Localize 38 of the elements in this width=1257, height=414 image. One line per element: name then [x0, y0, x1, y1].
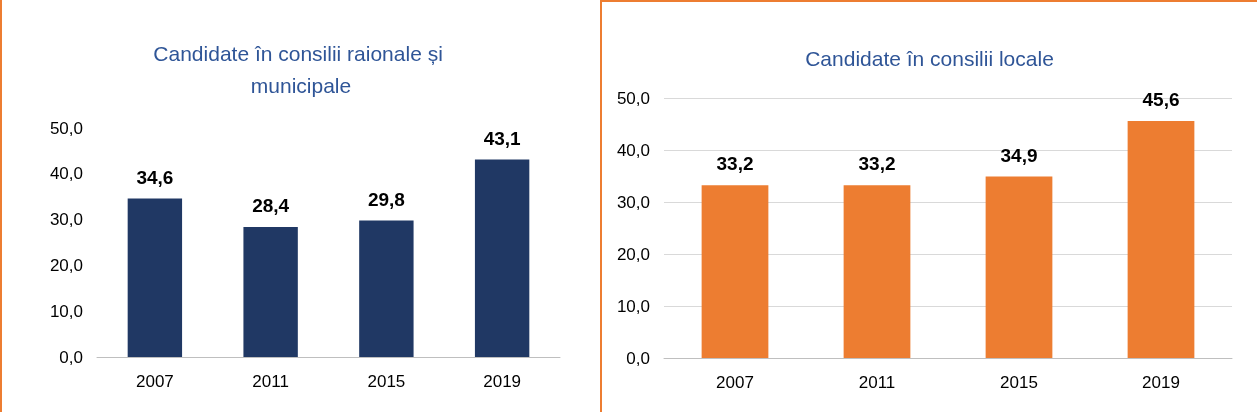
y-tick-label: 0,0 [59, 347, 83, 367]
y-tick-label: 50,0 [616, 88, 650, 108]
chart-title: Candidate în consilii locale [805, 46, 1054, 70]
data-label: 33,2 [858, 153, 896, 175]
chart-title: Candidate în consilii raionale și municipale [153, 41, 449, 97]
y-tick-label: 10,0 [49, 301, 83, 321]
y-tick-label: 0,0 [626, 348, 650, 368]
data-label: 43,1 [483, 127, 522, 149]
bar [701, 185, 769, 358]
bar [985, 176, 1053, 358]
data-label: 34,9 [1000, 144, 1038, 166]
bar [359, 220, 414, 357]
bar [1127, 120, 1195, 358]
y-tick-label: 30,0 [49, 210, 83, 230]
data-label: 28,4 [252, 194, 290, 216]
bar [127, 198, 183, 357]
bar [843, 185, 911, 358]
y-tick-label: 20,0 [49, 255, 83, 275]
y-tick-label: 10,0 [616, 296, 650, 316]
x-tick-label: 2019 [1142, 373, 1180, 392]
data-label: 33,2 [716, 153, 754, 175]
data-label: 34,6 [136, 166, 174, 188]
data-label: 29,8 [367, 188, 405, 210]
x-tick-label: 2007 [716, 373, 754, 392]
x-tick-label: 2011 [252, 372, 289, 391]
bar [474, 159, 530, 357]
y-tick-label: 50,0 [49, 118, 83, 138]
x-tick-label: 2011 [858, 373, 896, 392]
x-tick-label: 2007 [135, 372, 174, 391]
x-tick-label: 2019 [483, 372, 522, 391]
x-tick-label: 2015 [367, 372, 406, 391]
x-tick-label: 2015 [1000, 373, 1038, 392]
y-tick-label: 20,0 [616, 244, 650, 264]
y-tick-label: 40,0 [49, 164, 83, 184]
y-tick-label: 30,0 [616, 192, 650, 212]
data-label: 45,6 [1142, 88, 1180, 110]
bar [243, 226, 298, 357]
y-tick-label: 40,0 [616, 140, 650, 160]
